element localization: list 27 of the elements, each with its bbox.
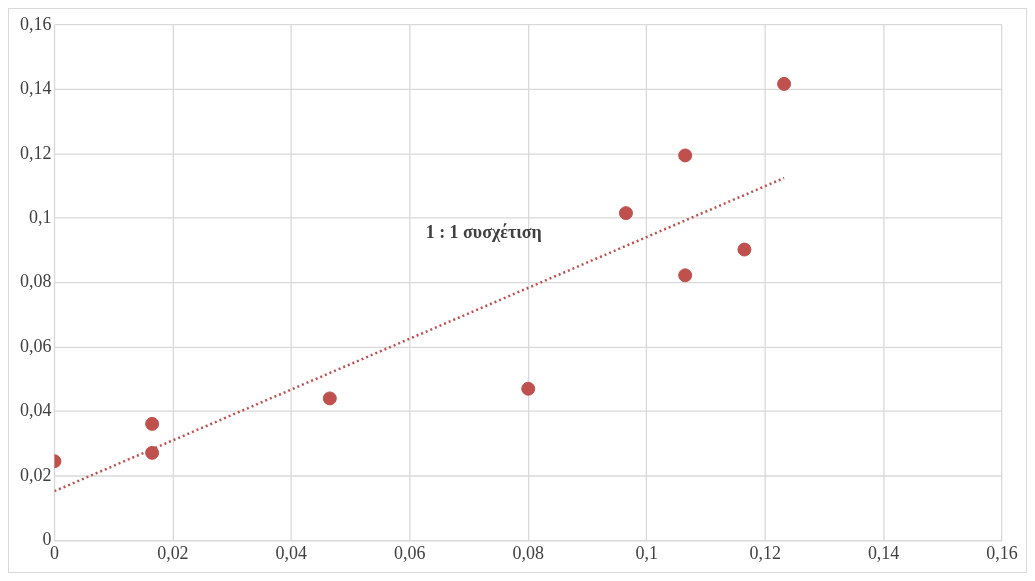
x-tick-label: 0,08	[512, 542, 544, 563]
x-tick-label: 0,06	[394, 542, 426, 563]
y-tick-label: 0,06	[20, 335, 52, 356]
x-tick-label: 0,12	[749, 542, 781, 563]
point	[678, 148, 693, 163]
point	[678, 268, 693, 283]
y-tick-label: 0,1	[28, 207, 52, 227]
x-tick-label: 0,14	[867, 542, 900, 563]
y-tick-label: 0,12	[20, 142, 52, 163]
y-tick-label: 0	[42, 529, 52, 550]
x-tick-label: 0,1	[635, 542, 658, 563]
point	[618, 206, 633, 221]
y-tick-label: 0,04	[20, 400, 52, 421]
y-tick-label: 0,02	[20, 464, 52, 485]
y-tick-label: 0,08	[20, 271, 52, 292]
y-tick-label: 0,16	[20, 13, 52, 34]
point	[777, 76, 792, 91]
x-tick-label: 0,02	[157, 542, 189, 563]
point	[145, 445, 160, 460]
x-tick-label: 0,16	[986, 542, 1018, 563]
y-tick-label: 0,14	[20, 78, 52, 99]
point	[737, 242, 752, 257]
point	[322, 391, 337, 406]
annotation: 1 : 1 συσχέτιση	[425, 221, 542, 242]
point	[145, 416, 160, 431]
x-tick-label: 0,04	[275, 542, 308, 563]
point	[521, 381, 536, 396]
